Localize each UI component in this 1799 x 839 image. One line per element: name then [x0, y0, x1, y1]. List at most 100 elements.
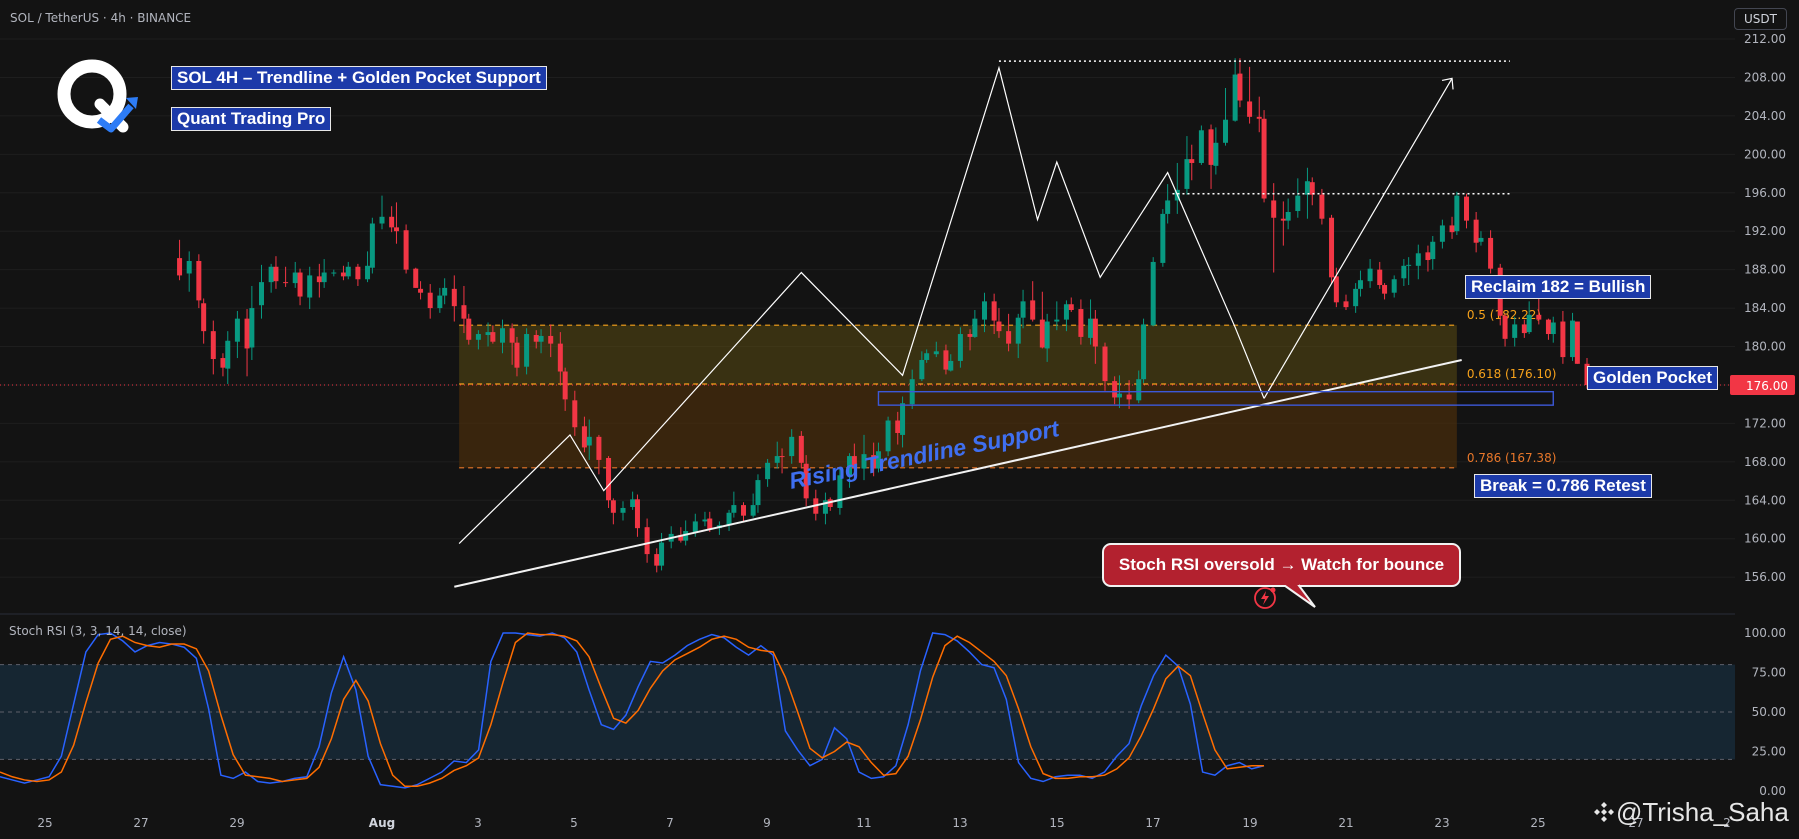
- price-tick-label: 212.00: [1744, 32, 1786, 46]
- candle: [201, 303, 207, 332]
- current-price-label: 176.00: [1746, 379, 1788, 393]
- candle: [702, 519, 708, 522]
- candle: [321, 272, 327, 283]
- candle: [1141, 324, 1147, 380]
- candle: [485, 332, 491, 335]
- candle: [509, 328, 515, 343]
- candle: [1454, 195, 1460, 232]
- candle: [1136, 379, 1142, 401]
- candle: [847, 456, 853, 477]
- author-box: Quant Trading Pro: [171, 107, 332, 131]
- candle: [538, 335, 544, 342]
- candle: [1237, 73, 1243, 101]
- price-tick-label: 200.00: [1744, 147, 1786, 161]
- candle: [562, 371, 568, 400]
- candle: [774, 456, 780, 463]
- candle: [1536, 314, 1542, 320]
- candle: [340, 272, 346, 277]
- price-tick-label: 192.00: [1744, 224, 1786, 238]
- candle: [1521, 324, 1527, 334]
- time-tick-label: Aug: [369, 816, 395, 830]
- candle: [210, 331, 216, 360]
- candle: [586, 436, 592, 446]
- candle: [345, 266, 351, 277]
- candle: [871, 455, 877, 469]
- candle: [273, 266, 279, 282]
- candle: [1574, 321, 1580, 364]
- candle: [1343, 301, 1349, 308]
- candle: [683, 531, 689, 541]
- candle: [1570, 320, 1576, 358]
- currency-button[interactable]: USDT: [1734, 8, 1787, 30]
- price-tick-label: 204.00: [1744, 109, 1786, 123]
- candle: [581, 426, 587, 448]
- candle: [451, 288, 457, 307]
- candle: [389, 216, 395, 228]
- candle: [654, 554, 660, 566]
- support-box: [877, 390, 1554, 406]
- price-axis[interactable]: 212.00 208.00 204.00 200.00 196.00 192.00 188.…: [1730, 32, 1795, 798]
- watermark-text: @Trisha_Saha: [1616, 797, 1789, 827]
- candle: [316, 276, 322, 283]
- candle: [943, 350, 949, 370]
- candle: [1165, 200, 1171, 214]
- candle: [634, 499, 640, 529]
- candle: [196, 260, 202, 301]
- time-tick-label: 5: [570, 816, 578, 830]
- candle: [220, 358, 226, 368]
- candle: [186, 260, 192, 274]
- title-box: SOL 4H – Trendline + Golden Pocket Suppo…: [171, 66, 547, 90]
- candle: [741, 505, 746, 516]
- candle: [393, 227, 399, 232]
- candle: [1208, 129, 1214, 165]
- alert-icon[interactable]: [1252, 585, 1278, 611]
- candle: [297, 272, 303, 297]
- break-box: Break = 0.786 Retest: [1474, 474, 1652, 498]
- candle: [707, 518, 713, 530]
- swing-path: [458, 65, 1265, 544]
- candle: [996, 321, 1002, 332]
- time-tick-label: 3: [474, 816, 482, 830]
- candle: [1020, 301, 1026, 318]
- candle: [1353, 288, 1359, 307]
- candle: [369, 223, 375, 268]
- candle: [1184, 159, 1190, 189]
- time-tick-label: 27: [133, 816, 148, 830]
- candle: [1367, 268, 1373, 282]
- time-axis[interactable]: 25 27 29 Aug 3 5 7 9 11 13 15 17 19 21 23 25 27 2: [37, 816, 1730, 830]
- candle: [461, 305, 467, 319]
- candle: [225, 340, 231, 369]
- price-tick-label: 188.00: [1744, 263, 1786, 277]
- candle: [1439, 225, 1445, 242]
- candle: [798, 435, 804, 463]
- candle: [803, 463, 809, 499]
- price-tick-label: 164.00: [1744, 493, 1786, 507]
- candle: [610, 500, 616, 513]
- candle: [1054, 319, 1060, 322]
- candle: [659, 542, 665, 566]
- candle: [1473, 219, 1479, 243]
- candle: [851, 456, 857, 469]
- binance-icon: [1594, 802, 1614, 822]
- price-tick-label: 180.00: [1744, 340, 1786, 354]
- candle: [895, 420, 901, 434]
- projection-arrow: [1263, 78, 1453, 399]
- candle: [413, 268, 419, 288]
- time-tick-label: 2: [1723, 816, 1731, 830]
- candle: [678, 534, 684, 541]
- candle: [249, 308, 255, 348]
- rsi-tick-label: 0.00: [1759, 784, 1786, 798]
- candle: [307, 275, 313, 298]
- rising-trendline: [454, 358, 1462, 588]
- fib-label: 0.5 (182.22): [1467, 308, 1541, 322]
- stoch-rsi-title[interactable]: Stoch RSI (3, 3, 14, 14, close): [9, 624, 187, 638]
- candle: [466, 318, 472, 340]
- candle: [1126, 394, 1132, 400]
- candle: [234, 318, 240, 342]
- candle: [1280, 218, 1286, 221]
- candle: [750, 505, 756, 516]
- symbol-header: SOL / TetherUS · 4h · BINANCE: [10, 11, 192, 25]
- candle: [991, 301, 997, 321]
- candle: [1271, 200, 1277, 218]
